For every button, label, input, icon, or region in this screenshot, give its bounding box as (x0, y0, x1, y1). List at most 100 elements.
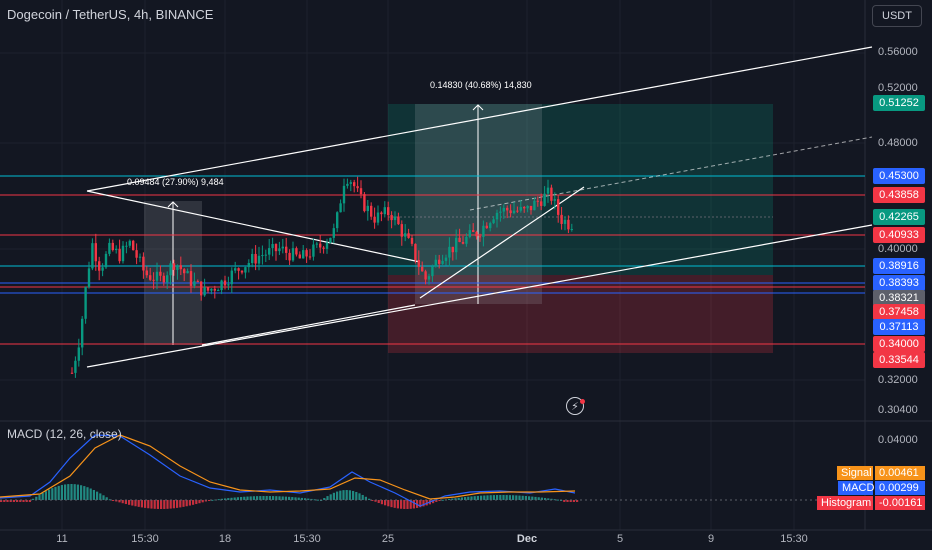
macd-histogram-bar (172, 500, 175, 509)
price-tick-3: 0.48000 (878, 137, 918, 149)
macd-histogram-bar (243, 496, 246, 500)
macd-histogram-bar (166, 500, 169, 509)
candle-body (363, 194, 366, 212)
candle-body (441, 260, 444, 264)
macd-histogram-bar (297, 497, 300, 500)
candle-body (91, 243, 94, 269)
candle-body (132, 240, 135, 251)
measure-arrow-1 (167, 201, 179, 345)
price-tick-1: 0.56000 (878, 46, 918, 58)
candle-body (424, 271, 427, 280)
candle-body (278, 248, 281, 252)
macd-histogram-bar (134, 500, 137, 507)
macd-histogram-bar (355, 491, 358, 500)
candle-body (142, 256, 145, 271)
macd-histogram-bar (387, 500, 390, 507)
candle-body (210, 288, 213, 291)
candle-body (227, 284, 230, 286)
candle-body (444, 257, 448, 261)
candle-body (359, 188, 363, 195)
candle-body (149, 275, 152, 280)
macd-histogram-bar (371, 500, 374, 501)
candle-body (268, 248, 271, 255)
trend-lines[interactable] (86, 46, 873, 368)
signal-label: Signal (837, 466, 873, 480)
macd-histogram-bar (537, 497, 540, 500)
position-loss-zone[interactable] (388, 275, 773, 353)
macd-histogram-bar (409, 500, 412, 509)
macd-pane[interactable] (0, 434, 579, 509)
macd-histogram-bar (534, 496, 537, 500)
candle-body (295, 248, 298, 255)
macd-histogram-bar (99, 493, 102, 500)
macd-histogram-bar (57, 485, 60, 500)
macd-histogram-bar (102, 495, 105, 500)
macd-histogram-bar (547, 498, 550, 500)
macd-histogram-bar (323, 498, 326, 500)
candle-body (189, 271, 193, 286)
macd-histogram-bar (144, 500, 147, 508)
macd-histogram-bar (272, 496, 275, 500)
macd-histogram-bar (64, 484, 67, 500)
macd-histogram-bar (419, 500, 422, 508)
trend-line-dashed[interactable] (469, 136, 873, 211)
candle-body (400, 224, 403, 237)
candle-body (322, 247, 325, 249)
price-tick-5: 0.32000 (878, 374, 918, 386)
candlestick-series[interactable] (70, 176, 573, 378)
macd-histogram-bar (576, 500, 579, 502)
candle-body (516, 210, 519, 212)
macd-histogram-bar (380, 500, 383, 505)
candle-body (421, 266, 424, 272)
histogram-label: Histogram (817, 496, 873, 510)
macd-histogram-bar (60, 485, 63, 500)
macd-histogram-bar (470, 496, 473, 500)
macd-histogram-bar (32, 498, 35, 500)
macd-histogram-bar (115, 500, 118, 502)
candle-body (291, 248, 295, 261)
macd-histogram-bar (41, 492, 44, 500)
macd-histogram-bar (336, 491, 339, 500)
time-axis-label: 18 (218, 533, 232, 545)
candle-body (138, 256, 142, 258)
currency-button[interactable]: USDT (872, 5, 922, 27)
macd-histogram-bar (400, 500, 403, 509)
macd-histogram-bar (454, 498, 457, 500)
macd-histogram-bar (70, 484, 73, 500)
macd-histogram-bar (550, 498, 553, 500)
macd-title[interactable]: MACD (12, 26, close) (7, 427, 122, 441)
candle-body (251, 253, 254, 264)
candle-body (417, 259, 420, 267)
macd-histogram-bar (121, 500, 124, 504)
macd-histogram-bar (457, 497, 460, 500)
candle-body (305, 250, 308, 257)
macd-histogram-bar (486, 495, 489, 500)
candle-body (162, 275, 165, 283)
macd-histogram-bar (502, 495, 505, 500)
candle-body (540, 201, 543, 206)
macd-histogram-bar (12, 500, 15, 502)
macd-histogram-bar (281, 496, 284, 500)
price-tag: 0.37458 (873, 304, 925, 320)
macd-histogram-bar (118, 500, 121, 503)
macd-histogram-bar (556, 499, 559, 501)
candle-body (183, 269, 186, 274)
candle-body (434, 259, 437, 267)
lightning-icon[interactable]: ⚡ (566, 397, 584, 415)
macd-histogram-bar (48, 489, 51, 500)
symbol-title[interactable]: Dogecoin / TetherUS, 4h, BINANCE (7, 7, 214, 22)
candle-body (230, 270, 233, 285)
macd-histogram-bar (358, 493, 361, 500)
candle-body (298, 254, 301, 259)
candle-body (472, 230, 475, 232)
macd-histogram-bar (259, 496, 262, 500)
candle-body (213, 288, 216, 291)
candle-body (427, 276, 431, 280)
candle-body (370, 205, 373, 217)
candle-body (70, 372, 74, 374)
candle-body (387, 207, 390, 216)
price-tick-4: 0.40000 (878, 243, 918, 255)
candle-body (478, 236, 482, 238)
macd-histogram-bar (438, 500, 441, 501)
